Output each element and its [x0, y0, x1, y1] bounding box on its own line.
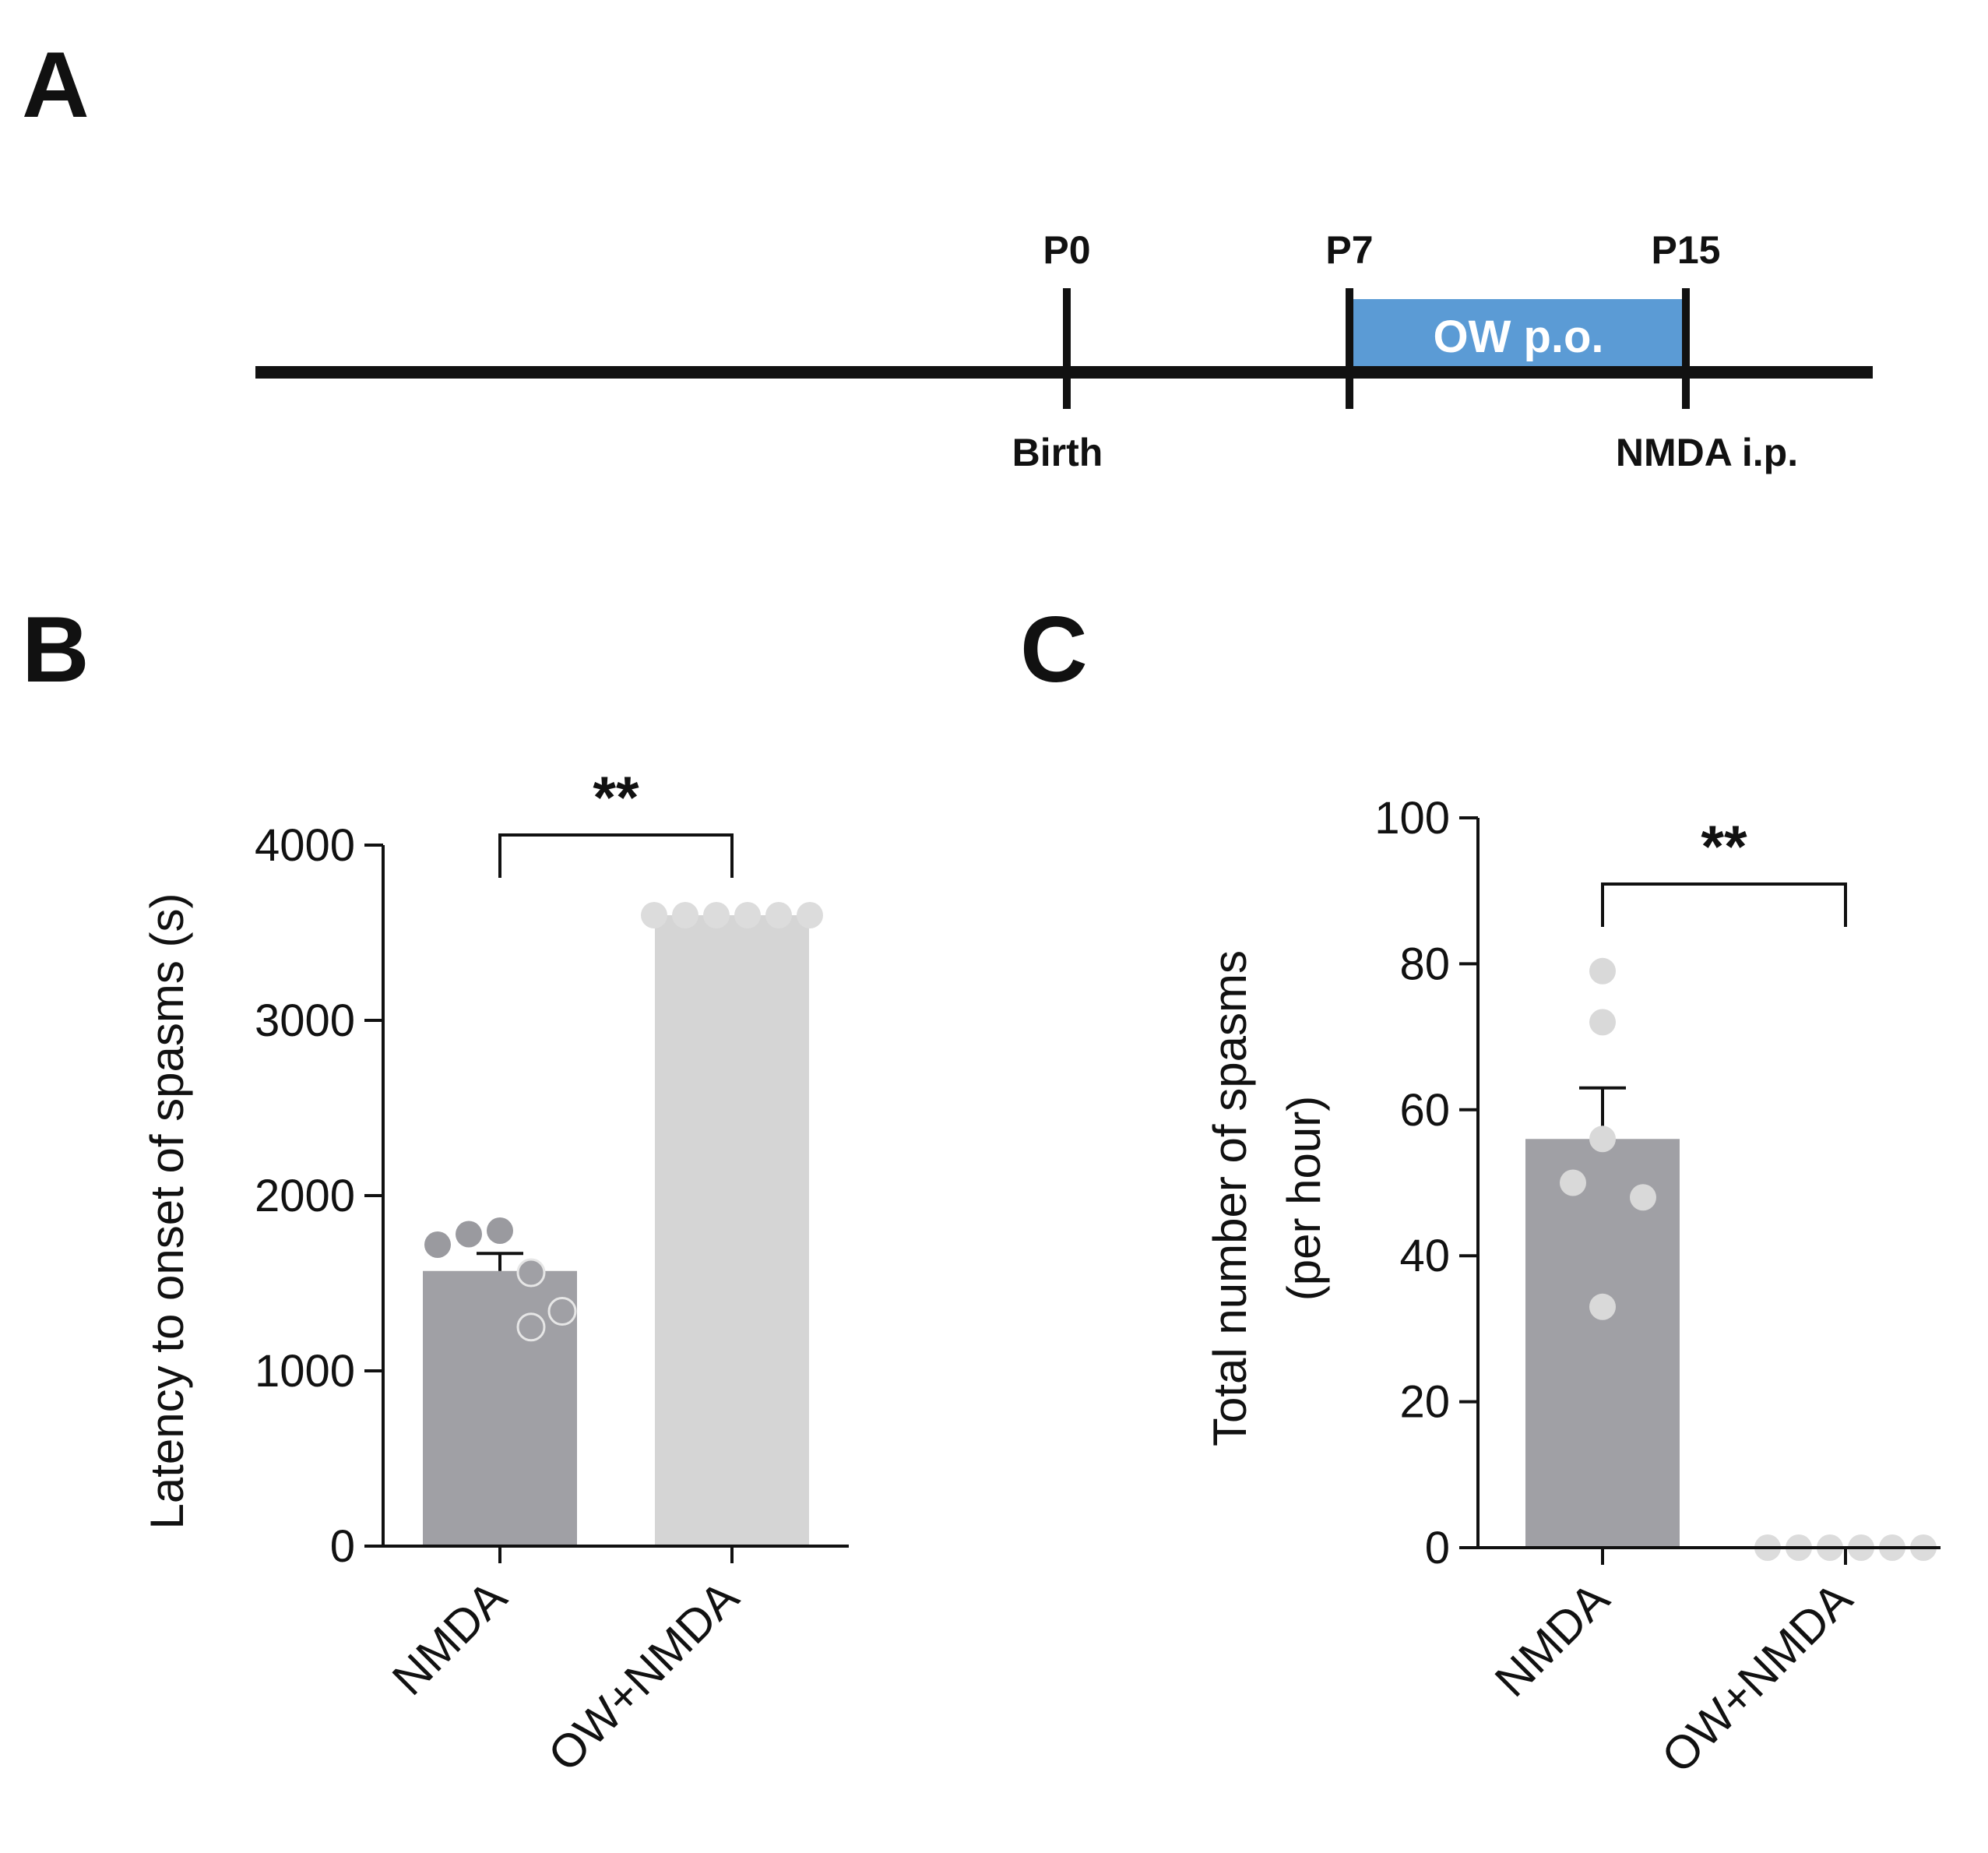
treatment-box — [1351, 299, 1686, 371]
timeline-label-p7: P7 — [1325, 228, 1373, 272]
y-tick-label: 20 — [1399, 1377, 1450, 1428]
data-point — [456, 1221, 482, 1248]
y-axis-title: Latency to onset of spasms (s) — [141, 893, 193, 1529]
y-tick-label: 0 — [1425, 1523, 1450, 1573]
data-point — [765, 902, 792, 928]
y-tick-label: 0 — [330, 1521, 355, 1572]
y-axis-title-line2: (per hour) — [1278, 1096, 1330, 1301]
data-point — [734, 902, 761, 928]
timeline-label-p15: P15 — [1652, 228, 1721, 272]
data-point — [516, 1258, 546, 1288]
data-point — [672, 902, 698, 928]
bar-2 — [655, 915, 809, 1546]
panel-label-a: A — [22, 33, 90, 137]
data-point — [1560, 1169, 1586, 1196]
significance-bracket — [1601, 882, 1847, 927]
data-point — [1589, 957, 1616, 985]
significance-bracket — [498, 833, 734, 878]
y-tick-label: 2000 — [255, 1171, 355, 1221]
timeline: OW p.o. P0 P7 P15 Birth NMDA i.p. — [255, 228, 1873, 474]
y-tick-label: 100 — [1374, 793, 1450, 844]
y-axis-title: Total number of spasms — [1204, 950, 1256, 1446]
x-tick-label: NMDA — [1485, 1573, 1619, 1707]
data-point — [1589, 1009, 1616, 1036]
x-tick-label: NMDA — [382, 1571, 516, 1705]
y-tick-label: 80 — [1399, 939, 1450, 989]
y-tick-label: 40 — [1399, 1231, 1450, 1281]
timeline-label-birth: Birth — [1012, 431, 1103, 474]
data-point — [487, 1217, 513, 1244]
data-point — [1589, 1126, 1616, 1153]
data-point — [703, 902, 730, 928]
data-point — [641, 902, 667, 928]
chart-c-spasm-count: 0 20 40 60 80 100 NMDA OW+NMDA Total number of s… — [1204, 793, 1940, 1783]
data-point — [547, 1297, 577, 1326]
treatment-label: OW p.o. — [1433, 312, 1603, 362]
timeline-label-nmda-ip: NMDA i.p. — [1616, 431, 1798, 474]
x-tick-label: OW+NMDA — [1652, 1573, 1862, 1783]
chart-b-latency: 0 1000 2000 3000 4000 NMDA OW+NMDA Latency to o… — [141, 765, 849, 1781]
significance-marker: ** — [593, 765, 639, 831]
significance-marker: ** — [1701, 814, 1747, 880]
data-point — [1630, 1184, 1656, 1211]
y-tick-label: 3000 — [255, 995, 355, 1046]
bar-1 — [1525, 1139, 1680, 1548]
panel-label-b: B — [22, 597, 90, 702]
y-tick-label: 4000 — [255, 820, 355, 871]
data-point — [424, 1231, 451, 1258]
data-point — [797, 902, 823, 928]
data-point — [1589, 1293, 1616, 1320]
data-point — [516, 1312, 546, 1342]
timeline-label-p0: P0 — [1043, 228, 1090, 272]
y-tick-label: 1000 — [255, 1346, 355, 1397]
panel-label-c: C — [1020, 597, 1088, 702]
y-tick-label: 60 — [1399, 1085, 1450, 1136]
x-tick-label: OW+NMDA — [538, 1571, 748, 1781]
